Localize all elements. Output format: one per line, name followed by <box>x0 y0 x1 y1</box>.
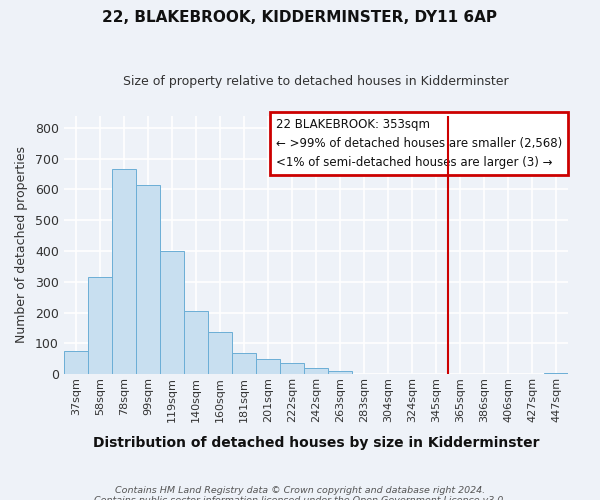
Bar <box>112 170 136 374</box>
Text: Contains HM Land Registry data © Crown copyright and database right 2024.: Contains HM Land Registry data © Crown c… <box>115 486 485 495</box>
Bar <box>160 251 184 374</box>
Bar <box>88 277 112 374</box>
Bar <box>232 352 256 374</box>
Bar <box>280 363 304 374</box>
Text: Contains public sector information licensed under the Open Government Licence v3: Contains public sector information licen… <box>94 496 506 500</box>
Y-axis label: Number of detached properties: Number of detached properties <box>15 146 28 344</box>
Bar <box>328 371 352 374</box>
X-axis label: Distribution of detached houses by size in Kidderminster: Distribution of detached houses by size … <box>93 436 539 450</box>
Text: 22, BLAKEBROOK, KIDDERMINSTER, DY11 6AP: 22, BLAKEBROOK, KIDDERMINSTER, DY11 6AP <box>103 10 497 25</box>
Bar <box>544 372 568 374</box>
Bar <box>64 351 88 374</box>
Bar <box>184 311 208 374</box>
Bar <box>304 368 328 374</box>
Bar <box>256 360 280 374</box>
Title: Size of property relative to detached houses in Kidderminster: Size of property relative to detached ho… <box>124 75 509 88</box>
Bar <box>136 185 160 374</box>
Text: 22 BLAKEBROOK: 353sqm
← >99% of detached houses are smaller (2,568)
<1% of semi-: 22 BLAKEBROOK: 353sqm ← >99% of detached… <box>276 118 562 169</box>
Bar <box>208 332 232 374</box>
